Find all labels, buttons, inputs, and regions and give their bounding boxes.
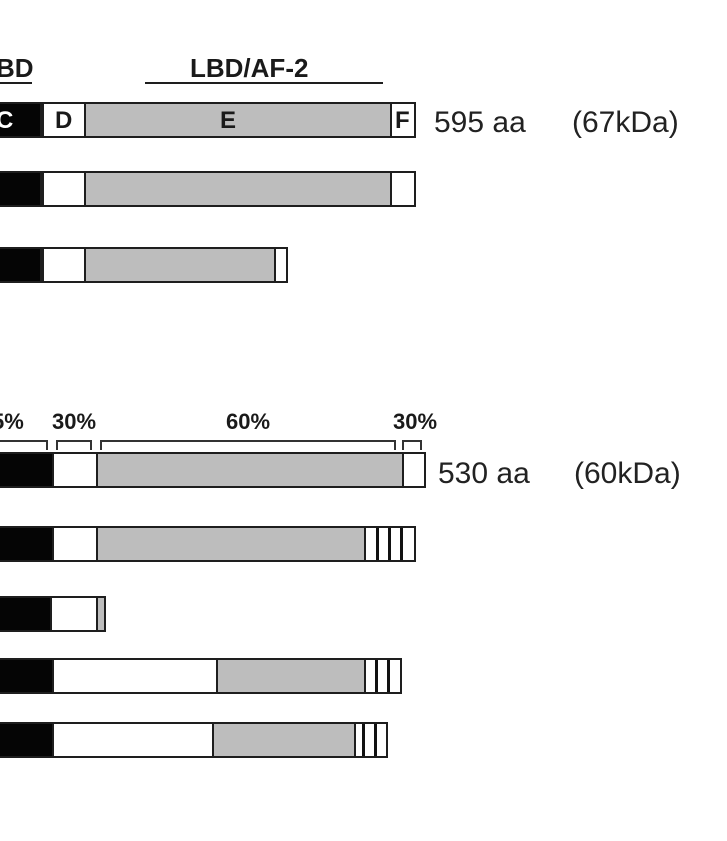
lbd-segment — [84, 171, 392, 207]
hinge-segment — [50, 596, 98, 632]
header-dbd-label: BD — [0, 53, 34, 83]
domain-c-segment — [0, 102, 42, 138]
domain-e-segment — [84, 102, 392, 138]
hinge-segment — [42, 247, 86, 283]
dbd-segment — [0, 452, 54, 488]
header-lbd-af2-label: LBD/AF-2 — [190, 53, 309, 83]
stripe-mark — [388, 528, 391, 560]
lbd-segment — [216, 658, 366, 694]
hinge-segment — [52, 658, 218, 694]
stripe-mark — [374, 724, 377, 756]
dbd-segment — [0, 171, 42, 207]
hinge-segment — [52, 452, 98, 488]
lbd-segment — [96, 526, 366, 562]
end-segment — [96, 596, 106, 632]
dbd-segment — [0, 658, 54, 694]
identity-pct-hinge: 30% — [52, 409, 97, 434]
bracket-dbd — [0, 440, 48, 450]
header-dbd-underline — [0, 82, 32, 84]
stripe-mark — [362, 724, 365, 756]
domain-c-label: C — [0, 107, 14, 134]
lbd-segment — [212, 722, 356, 758]
bracket-hinge — [56, 440, 92, 450]
dbd-segment — [0, 596, 52, 632]
size-kda-label: (67kDa) — [572, 106, 679, 139]
dbd-segment — [0, 526, 54, 562]
f-segment — [390, 171, 416, 207]
bracket-f — [402, 440, 422, 450]
hinge-segment — [42, 171, 86, 207]
stripe-mark — [376, 528, 379, 560]
size-aa-label: 595 aa — [434, 106, 526, 139]
striped-segment — [354, 722, 388, 758]
identity-pct-lbd: 60% — [226, 409, 271, 434]
identity-pct-left: 5% — [0, 409, 24, 434]
size-kda-label: (60kDa) — [574, 457, 681, 490]
striped-segment — [364, 658, 402, 694]
stripe-mark — [387, 660, 390, 692]
header-lbd-underline — [145, 82, 383, 84]
size-aa-label: 530 aa — [438, 457, 530, 490]
stripe-mark — [400, 528, 403, 560]
end-segment — [274, 247, 288, 283]
f-segment — [402, 452, 426, 488]
lbd-segment — [96, 452, 404, 488]
bracket-lbd — [100, 440, 396, 450]
dbd-segment — [0, 247, 42, 283]
dbd-segment — [0, 722, 54, 758]
domain-f-segment — [390, 102, 416, 138]
stripe-mark — [375, 660, 378, 692]
hinge-segment — [52, 722, 214, 758]
lbd-segment — [84, 247, 276, 283]
domain-d-label: D — [55, 107, 73, 134]
identity-pct-f: 30% — [393, 409, 438, 434]
domain-d-segment — [42, 102, 86, 138]
domain-f-label: F — [395, 107, 410, 134]
domain-e-label: E — [220, 107, 237, 134]
hinge-segment — [52, 526, 98, 562]
